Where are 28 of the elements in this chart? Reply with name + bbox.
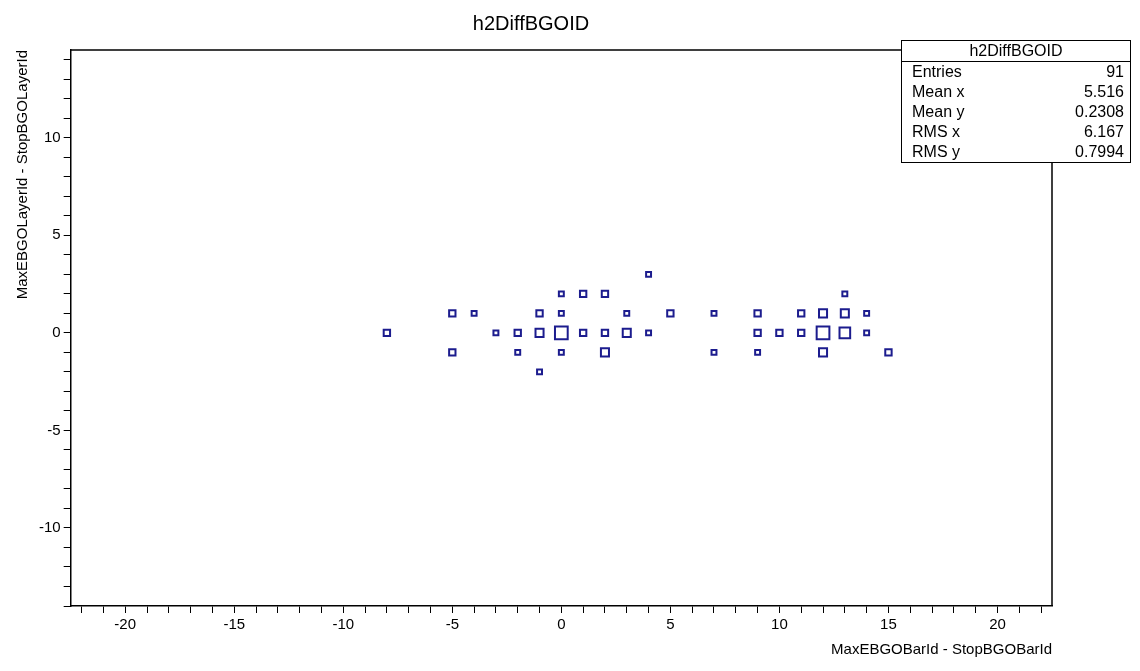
y-tick-label: 5 xyxy=(52,225,61,243)
text: 0.7994 xyxy=(1075,142,1124,162)
x-axis-title: MaxEBGOBarId - StopBGOBarId xyxy=(831,640,1052,658)
x-tick-label: -5 xyxy=(445,615,459,633)
annotation: Entries xyxy=(912,62,962,82)
y-tick-label: -5 xyxy=(47,420,61,438)
x-tick-label: -15 xyxy=(223,615,246,633)
annotation: RMS y xyxy=(912,142,960,162)
y-tick-label: -10 xyxy=(38,518,61,536)
x-tick-label: 5 xyxy=(666,615,675,633)
annotation: RMS x xyxy=(912,122,960,142)
x-tick-label: 20 xyxy=(989,615,1006,633)
text: 0.2308 xyxy=(1075,102,1124,122)
x-tick-label: 10 xyxy=(771,615,788,633)
annotation: Mean y xyxy=(912,102,965,122)
x-tick-label: -20 xyxy=(114,615,137,633)
x-tick-label: 0 xyxy=(557,615,566,633)
chart-title: h2DiffBGOID xyxy=(472,11,590,34)
text: 5.516 xyxy=(1083,82,1124,102)
y-tick-label: 10 xyxy=(43,127,61,145)
annotation: h2DiffBGOID xyxy=(902,41,1130,62)
y-tick-label: 0 xyxy=(52,323,61,341)
y-axis-title: MaxEBGOLayerId - StopBGOLayerId xyxy=(13,50,31,300)
x-tick-label: -10 xyxy=(332,615,355,633)
x-tick-label: 15 xyxy=(880,615,897,633)
text: 91 xyxy=(1106,62,1124,82)
text: 6.167 xyxy=(1083,122,1124,142)
annotation: Mean x xyxy=(912,82,965,102)
